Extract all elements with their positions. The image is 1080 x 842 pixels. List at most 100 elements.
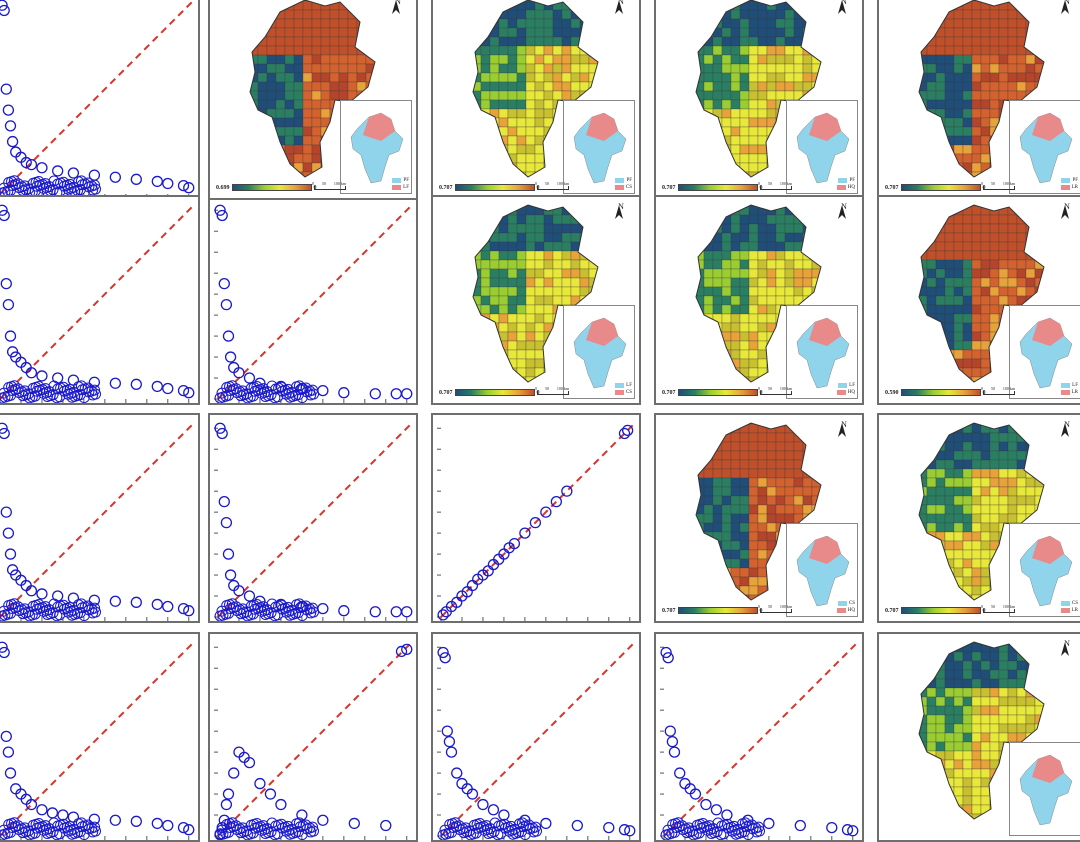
data-point [562, 486, 572, 496]
north-arrow-icon: N [1061, 0, 1073, 6]
color-ramp [455, 184, 535, 191]
color-bar-min: 0.707 [662, 390, 676, 396]
data-point [5, 549, 15, 559]
data-point [37, 163, 47, 173]
legend-label: LR [1072, 607, 1078, 614]
north-arrow-icon: N [838, 421, 850, 429]
data-point [3, 105, 13, 115]
data-point [221, 800, 231, 810]
data-point [131, 816, 141, 826]
data-point [255, 779, 265, 789]
legend-label: HQ [848, 607, 855, 614]
data-point [446, 747, 456, 757]
scatter-panel-r2c2 [431, 413, 641, 623]
color-ramp [678, 607, 758, 614]
color-ramp [455, 389, 535, 396]
legend-swatch [392, 178, 401, 183]
diagonal-line [218, 205, 412, 399]
data-point [223, 331, 233, 341]
scatter-plot [0, 415, 200, 623]
scatter-plot [433, 634, 641, 842]
scale-label: 0 [758, 386, 760, 391]
color-bar-min: 0.707 [885, 185, 899, 191]
data-point [163, 821, 173, 831]
data-point [711, 805, 721, 815]
data-point [675, 768, 685, 778]
data-point [402, 389, 412, 399]
data-point [110, 596, 120, 606]
data-point [551, 497, 561, 507]
data-point [5, 121, 15, 131]
legend-label: CS [1072, 600, 1078, 607]
data-point [402, 607, 412, 617]
data-point [665, 726, 675, 736]
north-arrow-icon: N [1061, 203, 1073, 211]
data-point [152, 381, 162, 391]
legend-label: PF [1072, 177, 1078, 184]
legend-swatch [838, 601, 847, 606]
scatter-plot [0, 634, 200, 842]
data-point [131, 379, 141, 389]
data-point [152, 818, 162, 828]
north-arrow-icon: N [838, 0, 850, 6]
data-point [47, 808, 57, 818]
legend-swatch [392, 185, 401, 190]
data-point [276, 800, 286, 810]
data-point [58, 810, 68, 820]
data-point [244, 373, 254, 383]
point-cluster [0, 381, 101, 403]
data-point [1, 279, 11, 289]
scale-label: 50 [545, 181, 549, 186]
scatter-plot [210, 634, 418, 842]
legend-swatch [837, 390, 846, 395]
scale-label: 100 km [557, 181, 569, 186]
color-ramp [901, 607, 981, 614]
scale-label: 100 km [1003, 604, 1015, 609]
point-cluster [438, 818, 541, 840]
scale-label: 50 [768, 181, 772, 186]
color-ramp [678, 389, 758, 396]
data-point [163, 602, 173, 612]
legend-swatch [615, 383, 624, 388]
scatter-panel-r3c0 [0, 632, 200, 842]
scatter-panel-r2c1 [208, 413, 418, 623]
legend-swatch [1061, 178, 1070, 183]
data-point [339, 606, 349, 616]
legend-swatch [615, 185, 624, 190]
scatter-plot [0, 0, 200, 200]
map-panel-r3c4: N [877, 632, 1080, 842]
color-ramp [901, 184, 981, 191]
data-point [131, 597, 141, 607]
scatter-panel-r2c0 [0, 413, 200, 623]
diagonal-line [441, 642, 635, 836]
legend-label: PF [403, 177, 409, 184]
diagonal-line [218, 642, 412, 836]
north-arrow-icon: N [615, 203, 627, 211]
data-point [223, 549, 233, 559]
data-point [8, 137, 18, 147]
scatter-panel-r1c1 [208, 195, 418, 405]
